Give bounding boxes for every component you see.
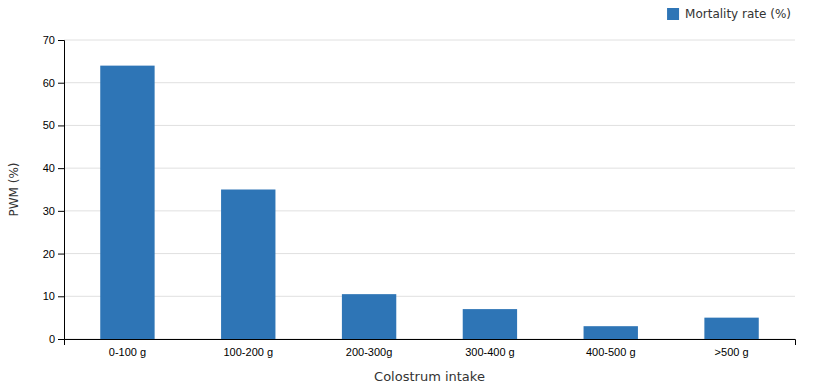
plot-area: 0 10 20 30 40 50 60 70 0-100 g 100-200 g 200-300g 3… [43,34,796,358]
x-axis-title: Colostrum intake [374,369,485,384]
y-tick-label: 50 [43,119,55,131]
bars [100,66,759,339]
legend-swatch [667,8,679,20]
grid-line [64,82,795,83]
y-tick-label: 30 [43,205,55,217]
x-tick-label: 400-500 g [586,346,636,358]
y-tick-mark [58,254,64,255]
y-tick: 20 [43,248,64,260]
grid-line [64,296,795,297]
x-tick: 0-100 g [109,346,146,358]
bar [221,190,275,340]
y-tick: 50 [43,119,64,131]
y-tick-mark [58,339,64,340]
legend-item: Mortality rate (%) [667,7,791,21]
x-axis: 0-100 g 100-200 g 200-300g 300-400 g 400-500… [65,340,796,358]
y-tick: 60 [43,77,64,89]
y-tick-label: 0 [49,333,55,345]
x-tick: >500 g [715,346,749,358]
y-axis-title: PWM (%) [7,162,21,216]
bar [463,309,517,339]
chart: 0 10 20 30 40 50 60 70 0-100 g 100-200 g 200-300g 3… [0,0,819,391]
x-tick: 300-400 g [465,346,515,358]
x-tick-label: 100-200 g [223,346,273,358]
y-tick: 0 [49,333,64,345]
legend: Mortality rate (%) [667,7,791,21]
bar [342,294,396,339]
y-tick: 70 [43,34,64,46]
x-axis-line [65,340,796,346]
x-tick-label: >500 g [715,346,749,358]
y-tick: 30 [43,205,64,217]
y-tick-mark [58,40,64,41]
y-tick-mark [58,168,64,169]
x-tick: 400-500 g [586,346,636,358]
y-tick-label: 40 [43,162,55,174]
grid-line [64,210,795,211]
legend-label: Mortality rate (%) [685,7,791,21]
y-tick-mark [58,211,64,212]
y-tick-mark [58,296,64,297]
grid [64,40,795,339]
y-tick-mark [58,83,64,84]
grid-line [64,125,795,126]
y-tick-label: 70 [43,34,55,46]
x-tick-label: 300-400 g [465,346,515,358]
x-tick-label: 0-100 g [109,346,146,358]
y-tick-mark [58,125,64,126]
bar [584,326,638,339]
y-axis-line [58,41,65,340]
grid-line [64,253,795,254]
y-axis: 0 10 20 30 40 50 60 70 [43,34,65,345]
y-tick: 10 [43,290,64,302]
y-tick-label: 20 [43,248,55,260]
x-tick: 100-200 g [223,346,273,358]
x-tick: 200-300g [346,346,393,358]
y-tick: 40 [43,162,64,174]
y-tick-label: 10 [43,290,55,302]
grid-line [64,40,795,41]
grid-line [64,168,795,169]
y-tick-label: 60 [43,77,55,89]
bar [100,66,154,339]
x-tick-label: 200-300g [346,346,393,358]
bar [704,318,758,339]
